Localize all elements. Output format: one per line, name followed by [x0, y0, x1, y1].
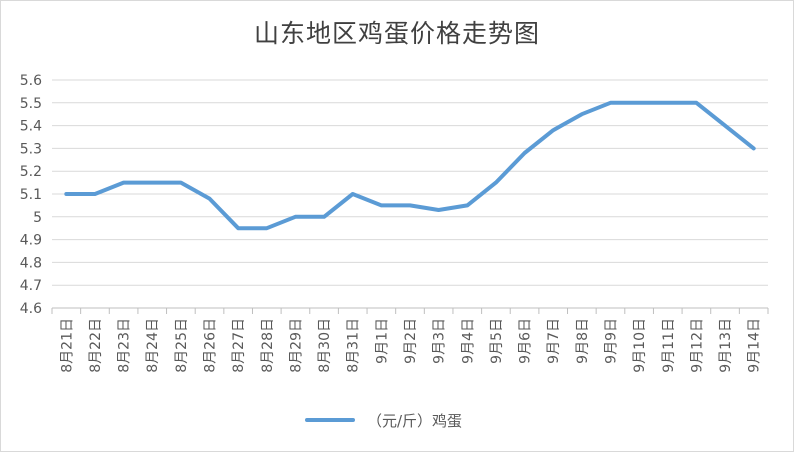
x-tick-label: 9月14日 [747, 318, 763, 373]
gridlines [52, 79, 768, 286]
x-tick-label: 8月30日 [317, 318, 333, 373]
y-tick-label: 5.2 [20, 164, 42, 180]
y-tick-label: 5.5 [20, 96, 42, 112]
chart-title: 山东地区鸡蛋价格走势图 [253, 19, 540, 48]
y-tick-label: 4.9 [20, 233, 42, 249]
y-axis-ticks: 4.6 4.7 4.8 4.9 5 5.1 5.2 5.3 5.4 5.5 5.6 [20, 73, 42, 317]
x-tick-label: 9月9日 [603, 318, 619, 364]
x-axis-ticks: 8月21日 8月22日 8月23日 8月24日 8月25日 8月26日 8月27日 8月28日… [59, 318, 762, 373]
x-tick-label: 8月26日 [203, 318, 219, 373]
x-tick-label: 9月12日 [689, 318, 705, 373]
x-tick-label: 8月22日 [88, 318, 104, 373]
x-tick-label: 9月4日 [460, 318, 476, 364]
legend: （元/斤）鸡蛋 [305, 409, 462, 431]
x-tick-label: 8月29日 [288, 318, 304, 373]
legend-label: （元/斤）鸡蛋 [367, 411, 463, 430]
x-tick-label: 8月24日 [145, 318, 161, 373]
y-tick-label: 5.4 [20, 119, 42, 135]
x-tick-label: 9月11日 [661, 318, 677, 373]
y-tick-label: 5.3 [20, 141, 42, 157]
x-tick-label: 9月7日 [546, 318, 562, 364]
x-tick-label: 9月1日 [374, 318, 390, 364]
y-tick-label: 4.7 [20, 278, 42, 294]
x-tick-label: 8月21日 [59, 318, 75, 373]
y-tick-label: 5 [33, 210, 42, 226]
x-tick-label: 9月10日 [632, 318, 648, 373]
axes [51, 307, 769, 314]
x-tick-label: 9月3日 [432, 318, 448, 364]
legend-swatch [305, 418, 355, 422]
y-tick-label: 5.6 [20, 73, 42, 89]
y-tick-label: 5.1 [20, 187, 42, 203]
x-tick-label: 8月23日 [117, 318, 133, 373]
series-layer [64, 100, 756, 231]
series-line [64, 100, 756, 231]
x-tick-label: 9月6日 [518, 318, 534, 364]
x-tick-label: 8月27日 [231, 318, 247, 373]
x-tick-label: 9月5日 [489, 318, 505, 364]
x-tick-label: 9月2日 [403, 318, 419, 364]
x-tick-label: 8月31日 [346, 318, 362, 373]
y-tick-label: 4.6 [20, 301, 42, 317]
x-tick-label: 8月28日 [260, 318, 276, 373]
x-tick-label: 9月8日 [575, 318, 591, 364]
x-tick-label: 9月13日 [718, 318, 734, 373]
x-tick-label: 8月25日 [174, 318, 190, 373]
y-tick-label: 4.8 [20, 255, 42, 271]
